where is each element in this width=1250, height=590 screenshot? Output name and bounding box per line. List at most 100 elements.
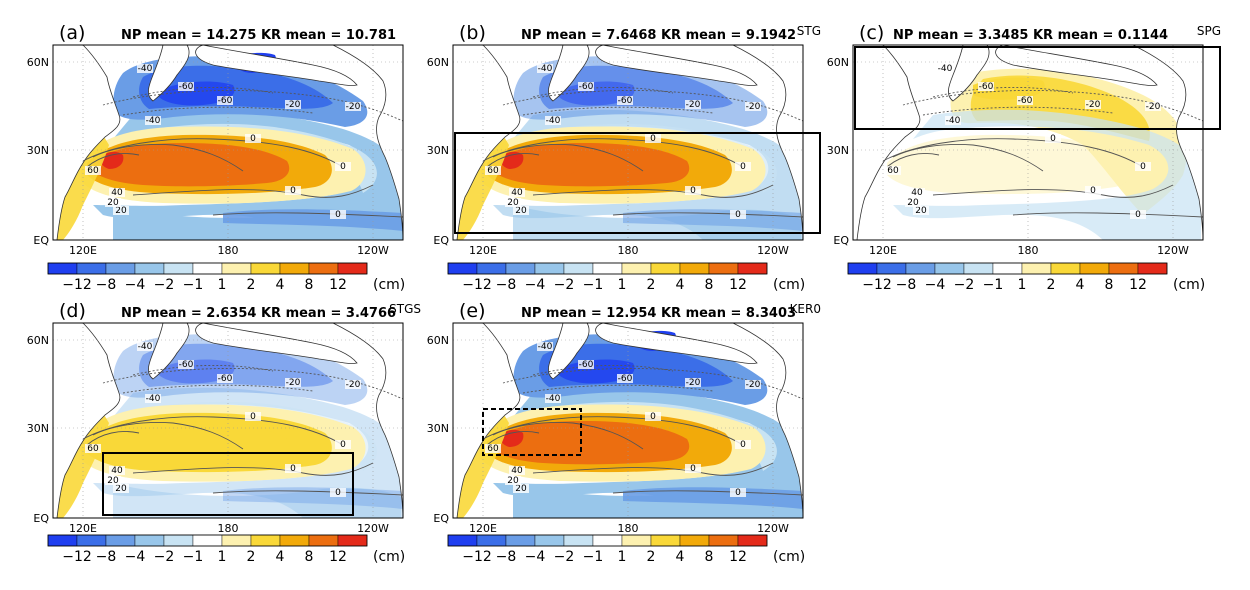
land xyxy=(452,44,804,241)
contour-label: 40 xyxy=(511,188,523,198)
colorbar-tick-label: 12 xyxy=(1129,277,1147,293)
colorbar-tick-label: −8 xyxy=(496,277,517,293)
colorbar-tick-label: −2 xyxy=(154,549,175,565)
contour-label-bg xyxy=(685,464,701,473)
panel-d: -40-60-60-40-20 -2020604020000060N30NEQ12… xyxy=(27,300,421,535)
contour-label-bg xyxy=(545,116,561,125)
contour-label: 60 xyxy=(487,166,499,176)
contour-label-bg xyxy=(909,188,925,197)
lat-tick-label: EQ xyxy=(833,234,849,247)
panel-b: -40-60-60-40-20 -2020604020000060N30NEQ12… xyxy=(427,22,821,257)
contour-label-bg xyxy=(113,484,129,493)
asia-coastline xyxy=(52,44,121,241)
contour-label: 20 xyxy=(515,206,527,216)
colorbar-swatch xyxy=(650,262,681,275)
colorbar-tick-label: −8 xyxy=(896,277,917,293)
contour-label: -40 xyxy=(546,394,561,404)
lon-tick-label: 120E xyxy=(69,244,97,257)
cool-belt-fill xyxy=(493,387,801,518)
contour-label: 0 xyxy=(1135,210,1141,220)
contour-label: -60 xyxy=(579,360,594,370)
colorbar-tick-label: −4 xyxy=(525,549,546,565)
contour-label-bg xyxy=(730,210,746,219)
panel-tag: STGS xyxy=(389,302,421,316)
colorbar-swatch xyxy=(163,534,194,547)
lon-tick-label: 120E xyxy=(469,522,497,535)
contour-cont60 xyxy=(486,153,540,168)
kero-box xyxy=(482,408,582,456)
panel-title: NP mean = 2.6354 KR mean = 3.4766 xyxy=(121,306,396,321)
contour-label-bg xyxy=(537,64,553,73)
contour-label-bg xyxy=(509,466,525,475)
contour-contN1 xyxy=(132,87,274,98)
contour-label-bg xyxy=(509,188,525,197)
colorbar-unit: (cm) xyxy=(373,549,405,565)
panel-title: NP mean = 7.6468 KR mean = 9.1942 xyxy=(521,28,796,43)
contour-label: 0 xyxy=(650,134,656,144)
asia-coastline xyxy=(852,44,921,241)
lat-tick-label: 30N xyxy=(27,144,49,157)
panel-tag: SPG xyxy=(1197,24,1221,38)
colorbar-swatch xyxy=(250,262,281,275)
contour-label: 20 xyxy=(115,484,127,494)
colorbar-frame xyxy=(47,534,368,547)
lon-tick-label: 180 xyxy=(218,244,239,257)
contour-label-bg xyxy=(245,134,261,143)
cool-belt-fill xyxy=(93,387,401,518)
contour-label-bg xyxy=(217,374,233,383)
kamchatka-coastline xyxy=(148,322,190,380)
colorbar-unit: (cm) xyxy=(773,277,805,293)
contour-label: -20 xyxy=(746,102,761,112)
panel-title: NP mean = 3.3485 KR mean = 0.1144 xyxy=(893,28,1168,43)
colorbar-tick-label: 8 xyxy=(705,277,714,293)
contour-label-bg xyxy=(578,360,594,369)
north-cool-mid xyxy=(139,343,333,387)
contour-contN1 xyxy=(132,365,274,376)
colorbar-swatch xyxy=(76,534,107,547)
map-frame xyxy=(52,44,404,241)
contour-cont40 xyxy=(492,144,644,172)
panel-label: (d) xyxy=(59,300,86,322)
colorbar-tick-label: 2 xyxy=(1047,277,1056,293)
colorbar-tick-label: −1 xyxy=(183,277,204,293)
contour-label-bg xyxy=(1130,210,1146,219)
colorbar-swatch xyxy=(279,262,310,275)
lat-tick-label: 60N xyxy=(427,334,449,347)
contour-label: 0 xyxy=(340,440,346,450)
colorbar-tick-label: 12 xyxy=(729,549,747,565)
contour-label: 0 xyxy=(1140,162,1146,172)
contour-label-bg xyxy=(505,476,521,485)
contour-label: 20 xyxy=(115,206,127,216)
lat-tick-label: 30N xyxy=(427,144,449,157)
contour-label: 40 xyxy=(111,466,123,476)
contour-label: 60 xyxy=(887,166,899,176)
panel-title: NP mean = 12.954 KR mean = 8.3403 xyxy=(521,306,796,321)
contour-label-bg xyxy=(745,380,761,389)
colorbar-tick-label: −8 xyxy=(96,549,117,565)
colorbar-tick-label: −12 xyxy=(462,549,492,565)
north-cool-core xyxy=(559,81,635,106)
contour-label-bg xyxy=(145,116,161,125)
north-cool-core xyxy=(559,359,635,384)
contour-label-bg xyxy=(1135,162,1151,171)
contour-label-bg xyxy=(578,82,594,91)
contour-label: -40 xyxy=(538,64,553,74)
contour-label: 60 xyxy=(87,444,99,454)
contour-label: -40 xyxy=(938,64,953,74)
contour-label: -20 xyxy=(686,378,701,388)
contour-label: 20 xyxy=(107,198,119,208)
contour-contS xyxy=(612,212,804,218)
contour-label: 20 xyxy=(915,206,927,216)
colorbar-swatch xyxy=(134,534,165,547)
contour-label: -60 xyxy=(179,82,194,92)
colorbar-tick-label: 2 xyxy=(247,549,256,565)
colorbar-swatch xyxy=(563,262,594,275)
contour-label: -20 xyxy=(746,380,761,390)
colorbar-tick-label: −4 xyxy=(125,549,146,565)
colorbar-swatch xyxy=(192,534,223,547)
lat-tick-label: EQ xyxy=(433,512,449,525)
colorbar-tick-label: 12 xyxy=(329,277,347,293)
contour-label-bg xyxy=(730,488,746,497)
colorbar: −12 −8 −4 −2 −1 1 2 4 8 12 (cm) xyxy=(47,262,405,293)
america-coastline xyxy=(732,322,804,519)
